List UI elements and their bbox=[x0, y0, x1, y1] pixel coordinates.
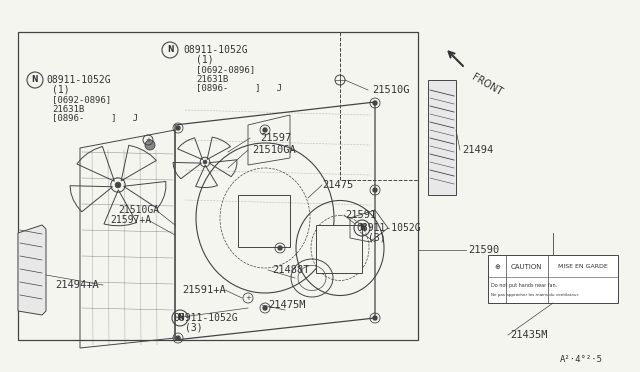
Text: 21494+A: 21494+A bbox=[55, 280, 99, 290]
Text: [0692-0896]: [0692-0896] bbox=[196, 65, 255, 74]
Circle shape bbox=[278, 246, 282, 250]
Circle shape bbox=[373, 101, 377, 105]
Circle shape bbox=[373, 188, 377, 192]
Circle shape bbox=[263, 306, 267, 310]
Text: 21510GA: 21510GA bbox=[252, 145, 296, 155]
Text: 08911-1052G: 08911-1052G bbox=[46, 75, 111, 85]
Bar bbox=[428, 80, 456, 195]
Polygon shape bbox=[18, 225, 46, 315]
Circle shape bbox=[176, 126, 180, 130]
Text: 21475: 21475 bbox=[322, 180, 353, 190]
Text: 21494: 21494 bbox=[462, 145, 493, 155]
Circle shape bbox=[176, 336, 180, 340]
Text: +: + bbox=[245, 295, 251, 301]
Text: 08911-1052G: 08911-1052G bbox=[183, 45, 248, 55]
Text: ⊕: ⊕ bbox=[494, 264, 500, 270]
Bar bbox=[340, 32, 418, 180]
Text: 08911-1052G: 08911-1052G bbox=[356, 223, 420, 233]
Text: Ne pas approcher les mains du ventilateur.: Ne pas approcher les mains du ventilateu… bbox=[491, 293, 579, 297]
Text: 21591: 21591 bbox=[345, 210, 376, 220]
Text: 21510GA: 21510GA bbox=[118, 205, 159, 215]
Text: MISE EN GARDE: MISE EN GARDE bbox=[558, 264, 608, 269]
Bar bbox=[316, 225, 362, 273]
Text: A²·4°²·5: A²·4°²·5 bbox=[560, 356, 603, 365]
Text: (3): (3) bbox=[368, 233, 386, 243]
Bar bbox=[238, 195, 290, 247]
Text: (3): (3) bbox=[185, 323, 203, 333]
Text: 21597: 21597 bbox=[260, 133, 291, 143]
Text: 21631B: 21631B bbox=[196, 74, 228, 83]
Text: N: N bbox=[167, 45, 173, 55]
Text: 21590: 21590 bbox=[468, 245, 499, 255]
Text: N: N bbox=[32, 76, 38, 84]
Text: (1): (1) bbox=[196, 55, 214, 65]
Text: FRONT: FRONT bbox=[470, 72, 504, 97]
Text: (1): (1) bbox=[52, 85, 70, 95]
Bar bbox=[488, 255, 618, 303]
Text: 21510G: 21510G bbox=[372, 85, 410, 95]
Text: N: N bbox=[359, 224, 365, 232]
Text: 21591+A: 21591+A bbox=[182, 285, 226, 295]
Circle shape bbox=[115, 182, 121, 188]
Circle shape bbox=[373, 316, 377, 320]
Text: CAUTION: CAUTION bbox=[510, 264, 541, 270]
Circle shape bbox=[203, 160, 207, 164]
Circle shape bbox=[145, 140, 155, 150]
Bar bbox=[18, 32, 418, 340]
Text: N: N bbox=[177, 314, 183, 323]
Text: [0896-     ]   J: [0896- ] J bbox=[52, 113, 138, 122]
Text: 21631B: 21631B bbox=[52, 105, 84, 113]
Text: 08911-1052G: 08911-1052G bbox=[173, 313, 237, 323]
Text: [0896-     ]   J: [0896- ] J bbox=[196, 83, 282, 93]
Text: 21488T: 21488T bbox=[272, 265, 310, 275]
Text: 21597+A: 21597+A bbox=[110, 215, 151, 225]
Text: +: + bbox=[145, 137, 151, 143]
Circle shape bbox=[263, 128, 267, 132]
Text: 21475M: 21475M bbox=[268, 300, 305, 310]
Text: [0692-0896]: [0692-0896] bbox=[52, 96, 111, 105]
Text: 21435M: 21435M bbox=[510, 330, 547, 340]
Text: Do not put hands near fan.: Do not put hands near fan. bbox=[491, 282, 557, 288]
